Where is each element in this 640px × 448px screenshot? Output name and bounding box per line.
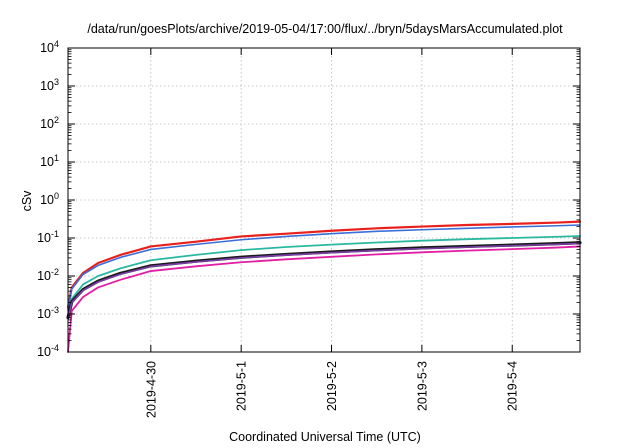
y-tick-exponent: 1 bbox=[54, 153, 59, 163]
y-tick-exponent: -1 bbox=[51, 229, 59, 239]
y-tick-exponent: -4 bbox=[51, 343, 59, 353]
axis-ticks bbox=[68, 47, 580, 353]
y-tick-label: 104 bbox=[40, 39, 59, 55]
series-line-7 bbox=[67, 245, 581, 353]
x-tick-label: 2019-5-4 bbox=[506, 361, 520, 411]
y-tick-label: 10-1 bbox=[37, 229, 59, 245]
series-group bbox=[66, 220, 582, 353]
y-tick-exponent: -2 bbox=[51, 267, 59, 277]
x-tick-label: 2019-5-2 bbox=[325, 361, 339, 411]
y-tick-base: 10 bbox=[37, 269, 51, 283]
y-tick-label: 10-3 bbox=[37, 305, 59, 321]
y-tick-label: 103 bbox=[40, 77, 59, 93]
y-tick-exponent: 4 bbox=[54, 39, 59, 49]
grid bbox=[68, 48, 580, 352]
x-tick-labels: 2019-4-30 2019-5-1 2019-5-2 2019-5-3 2019-5-… bbox=[144, 361, 519, 418]
y-tick-label: 101 bbox=[40, 153, 59, 169]
series-line-6 bbox=[67, 242, 581, 319]
x-tick-label: 2019-5-3 bbox=[415, 361, 429, 411]
y-axis-label: cSv bbox=[20, 190, 34, 212]
y-tick-label: 100 bbox=[40, 191, 59, 207]
chart-title: /data/run/goesPlots/archive/2019-05-04/1… bbox=[87, 22, 563, 36]
y-tick-base: 10 bbox=[40, 117, 54, 131]
series-line-3 bbox=[67, 235, 581, 317]
x-tick-label: 2019-4-30 bbox=[144, 361, 158, 418]
series-line-1 bbox=[66, 220, 582, 309]
y-tick-base: 10 bbox=[40, 41, 54, 55]
y-tick-base: 10 bbox=[37, 307, 51, 321]
y-tick-exponent: -3 bbox=[51, 305, 59, 315]
y-tick-exponent: 3 bbox=[54, 77, 59, 87]
y-tick-label: 10-4 bbox=[37, 343, 59, 359]
y-tick-label: 102 bbox=[40, 115, 59, 131]
y-tick-base: 10 bbox=[37, 345, 51, 359]
y-tick-base: 10 bbox=[40, 193, 54, 207]
y-tick-base: 10 bbox=[40, 155, 54, 169]
x-axis-label: Coordinated Universal Time (UTC) bbox=[229, 430, 421, 444]
y-tick-label: 10-2 bbox=[37, 267, 59, 283]
y-tick-exponent: 0 bbox=[54, 191, 59, 201]
y-tick-base: 10 bbox=[37, 231, 51, 245]
y-tick-exponent: 2 bbox=[54, 115, 59, 125]
series-line-2 bbox=[67, 224, 581, 311]
y-tick-base: 10 bbox=[40, 79, 54, 93]
x-tick-label: 2019-5-1 bbox=[235, 361, 249, 411]
